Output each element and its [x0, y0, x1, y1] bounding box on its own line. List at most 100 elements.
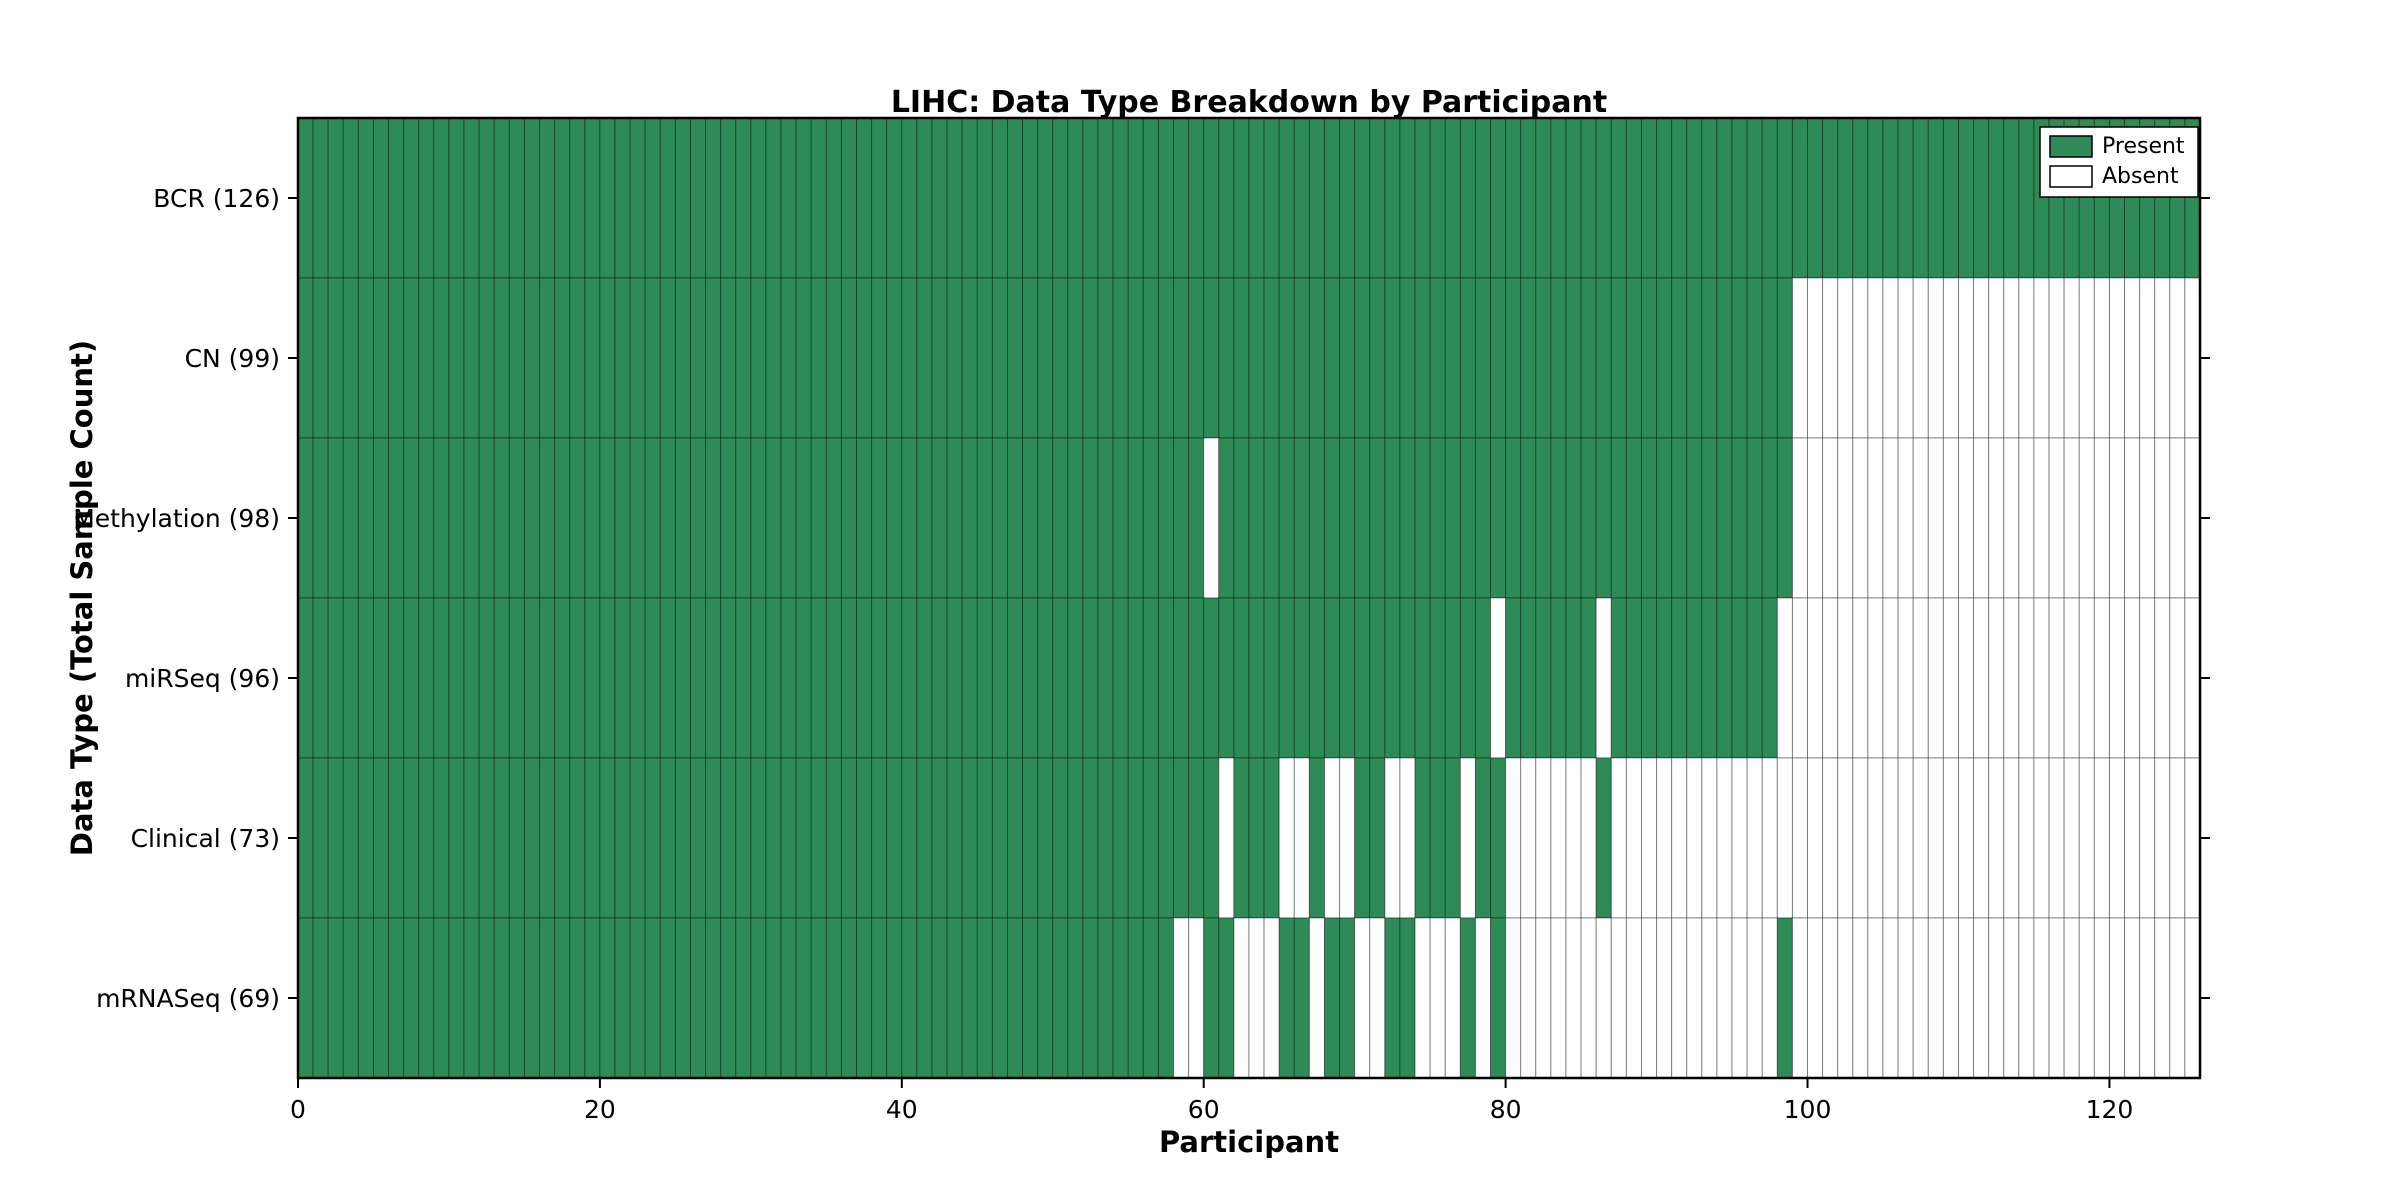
heatmap-cell — [931, 117, 948, 279]
heatmap-cell — [372, 117, 390, 279]
heatmap-cell — [493, 117, 510, 279]
heatmap-cell — [1293, 437, 1310, 599]
heatmap-cell — [2063, 437, 2080, 599]
heatmap-cell — [2063, 277, 2080, 439]
heatmap-cell — [871, 117, 888, 279]
heatmap-cell — [2124, 277, 2141, 439]
heatmap-cell — [1173, 597, 1190, 759]
heatmap-cell — [901, 597, 918, 759]
heatmap-cell — [1490, 917, 1507, 1079]
heatmap-cell — [2169, 757, 2186, 919]
heatmap-cell — [1278, 437, 1295, 599]
heatmap-cell — [1308, 917, 1325, 1079]
heatmap-cell — [765, 757, 782, 919]
heatmap-cell — [523, 437, 541, 599]
heatmap-cell — [871, 917, 888, 1079]
x-tick-label: 100 — [1784, 1095, 1832, 1124]
plot-border — [296, 116, 2202, 1080]
heatmap-cell — [403, 757, 420, 919]
heatmap-cell — [1791, 437, 1809, 599]
heatmap-cell — [1097, 917, 1114, 1079]
heatmap-cell — [780, 917, 797, 1079]
heatmap-cell — [674, 917, 691, 1079]
heatmap-cell — [1112, 277, 1129, 439]
heatmap-cell — [931, 757, 948, 919]
x-tick-label: 40 — [886, 1095, 918, 1124]
heatmap-cell — [901, 277, 918, 439]
heatmap-cell — [1067, 597, 1084, 759]
heatmap-cell — [1927, 917, 1944, 1079]
heatmap-cell — [1671, 277, 1688, 439]
heatmap-cell — [1293, 757, 1310, 919]
heatmap-cell — [357, 437, 374, 599]
heatmap-cell — [342, 277, 359, 439]
heatmap-cell — [433, 117, 450, 279]
heatmap-cell — [1082, 597, 1099, 759]
heatmap-cell — [1474, 917, 1492, 1079]
heatmap-cell — [1369, 277, 1386, 439]
heatmap-cell — [1565, 277, 1582, 439]
heatmap-cell — [569, 917, 586, 1079]
heatmap-cell — [2078, 917, 2095, 1079]
heatmap-cell — [403, 917, 420, 1079]
heatmap-cell — [1776, 117, 1793, 279]
heatmap-cell — [1188, 117, 1205, 279]
heatmap-cell — [1520, 437, 1537, 599]
heatmap-cell — [2139, 917, 2156, 1079]
heatmap-cell — [342, 757, 359, 919]
heatmap-cell — [1308, 757, 1325, 919]
heatmap-cell — [1474, 277, 1492, 439]
heatmap-cell — [1671, 917, 1688, 1079]
heatmap-cell — [1067, 917, 1084, 1079]
heatmap-cell — [614, 277, 631, 439]
heatmap-cell — [1203, 597, 1220, 759]
heatmap-cell — [523, 597, 541, 759]
heatmap-cell — [1640, 757, 1658, 919]
heatmap-cell — [1022, 117, 1039, 279]
heatmap-cell — [810, 277, 827, 439]
heatmap-cell — [2184, 437, 2201, 599]
heatmap-cell — [1173, 757, 1190, 919]
heatmap-cell — [1323, 277, 1341, 439]
heatmap-cell — [1520, 917, 1537, 1079]
heatmap-cell — [886, 917, 903, 1079]
heatmap-cell — [916, 917, 933, 1079]
heatmap-cell — [750, 117, 767, 279]
heatmap-cell — [1414, 757, 1431, 919]
heatmap-cell — [689, 597, 707, 759]
heatmap-cell — [2154, 757, 2171, 919]
heatmap-cell — [569, 117, 586, 279]
heatmap-cell — [1263, 757, 1280, 919]
heatmap-cell — [2018, 117, 2035, 279]
heatmap-cell — [1157, 117, 1175, 279]
heatmap-cell — [659, 437, 676, 599]
heatmap-cell — [976, 437, 993, 599]
heatmap-cell — [1384, 597, 1401, 759]
heatmap-cell — [1882, 597, 1899, 759]
heatmap-cell — [1746, 917, 1763, 1079]
heatmap-cell — [780, 597, 797, 759]
heatmap-cell — [674, 757, 691, 919]
heatmap-cell — [1082, 437, 1099, 599]
heatmap-cell — [1248, 277, 1265, 439]
heatmap-cell — [1142, 117, 1159, 279]
heatmap-cell — [1927, 117, 1944, 279]
heatmap-cell — [2078, 437, 2095, 599]
heatmap-cell — [795, 277, 812, 439]
heatmap-cell — [1278, 597, 1295, 759]
heatmap-cell — [2169, 597, 2186, 759]
heatmap-cell — [1625, 437, 1642, 599]
heatmap-cell — [448, 917, 465, 1079]
heatmap-cell — [1173, 437, 1190, 599]
heatmap-cell — [2093, 437, 2110, 599]
heatmap-cell — [1625, 917, 1642, 1079]
heatmap-cell — [1218, 277, 1235, 439]
heatmap-cell — [629, 277, 646, 439]
heatmap-cell — [2169, 437, 2186, 599]
heatmap-cell — [539, 117, 556, 279]
heatmap-cell — [1957, 437, 1975, 599]
heatmap-cell — [1701, 597, 1718, 759]
heatmap-cell — [1625, 597, 1642, 759]
heatmap-cell — [327, 757, 344, 919]
